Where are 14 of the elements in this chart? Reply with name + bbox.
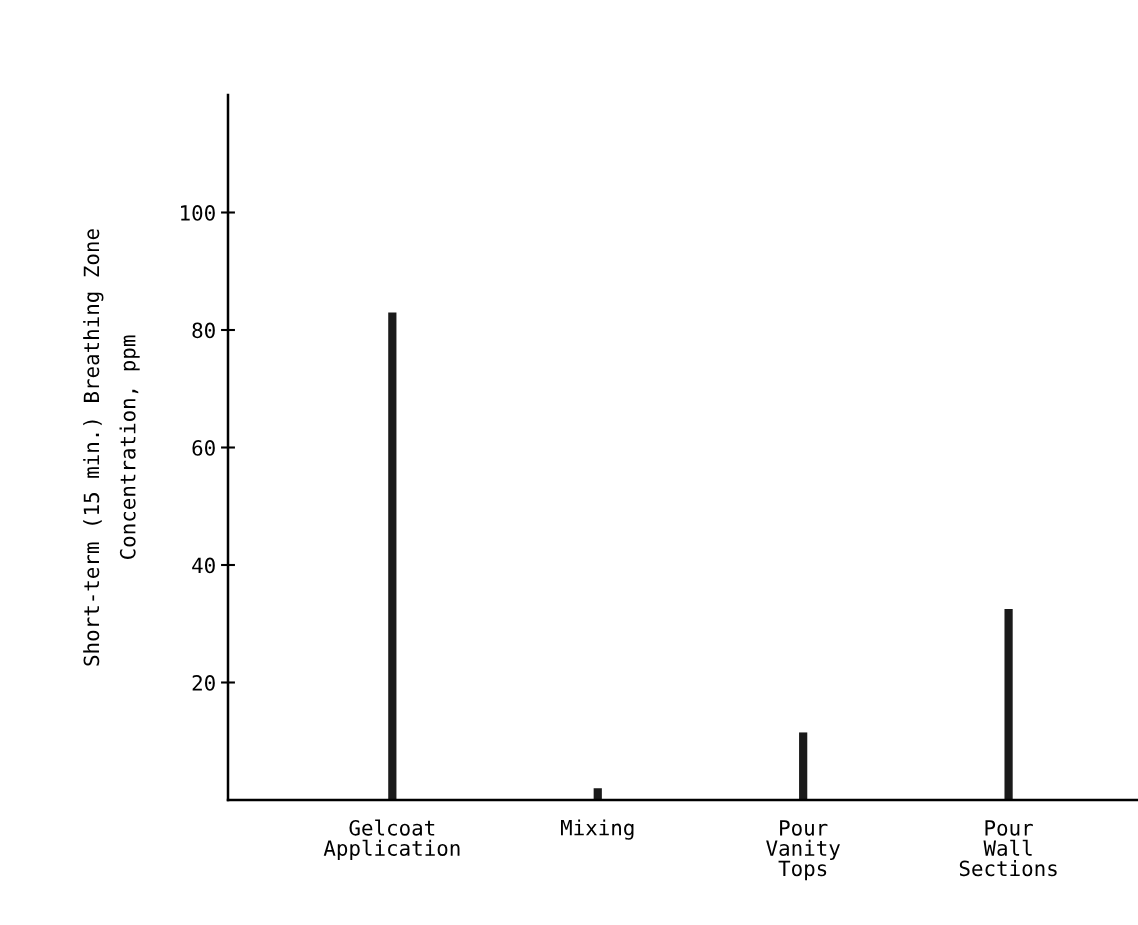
y-tick-label: 100 <box>181 205 215 221</box>
bar <box>593 788 602 800</box>
y-tick-label: 20 <box>192 675 215 691</box>
bar <box>388 312 397 800</box>
x-tick-label: Pour Wall Sections <box>959 820 1057 877</box>
x-tick-label: Mixing <box>561 819 634 840</box>
x-tick-label: Gelcoat Application <box>323 819 460 860</box>
y-tick-label: 80 <box>192 322 215 339</box>
y-tick-label: 40 <box>192 557 215 574</box>
x-tick-label: Pour Vanity Tops <box>766 820 840 881</box>
bar <box>1004 609 1013 800</box>
y-tick-label: 60 <box>192 440 215 456</box>
y-axis-title: Short-term (15 min.) Breathing Zone Concentration, ppm <box>83 229 140 666</box>
bar <box>799 732 808 800</box>
